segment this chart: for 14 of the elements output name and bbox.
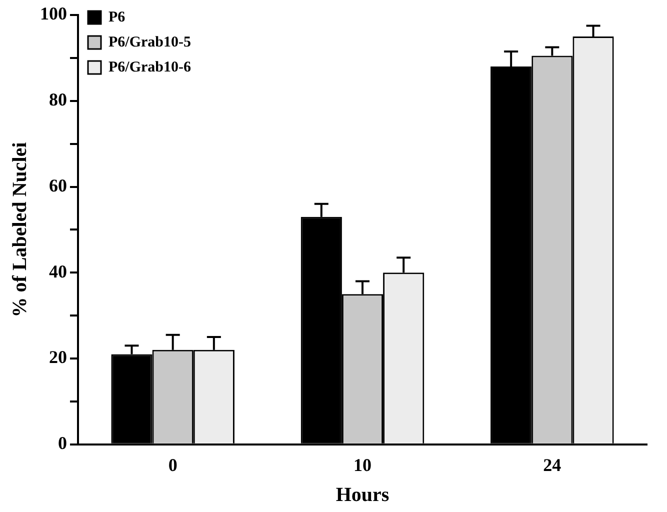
x-tick-label: 0	[168, 454, 178, 475]
legend-label: P6/Grab10-6	[108, 59, 192, 76]
y-tick-label: 80	[49, 90, 67, 110]
y-tick-label: 100	[40, 4, 67, 24]
y-tick-label: 60	[49, 175, 67, 196]
x-tick-label: 10	[354, 454, 372, 475]
y-tick-label: 40	[49, 261, 67, 282]
y-axis-title: % of Labeled Nuclei	[9, 142, 32, 318]
x-tick-label: 24	[543, 454, 562, 475]
x-axis-title: Hours	[336, 484, 390, 506]
legend-label: P6/Grab10-5	[108, 34, 191, 50]
legend-label: P6	[108, 9, 126, 26]
y-tick-label: 20	[49, 347, 67, 368]
y-tick-label: 0	[58, 433, 67, 454]
